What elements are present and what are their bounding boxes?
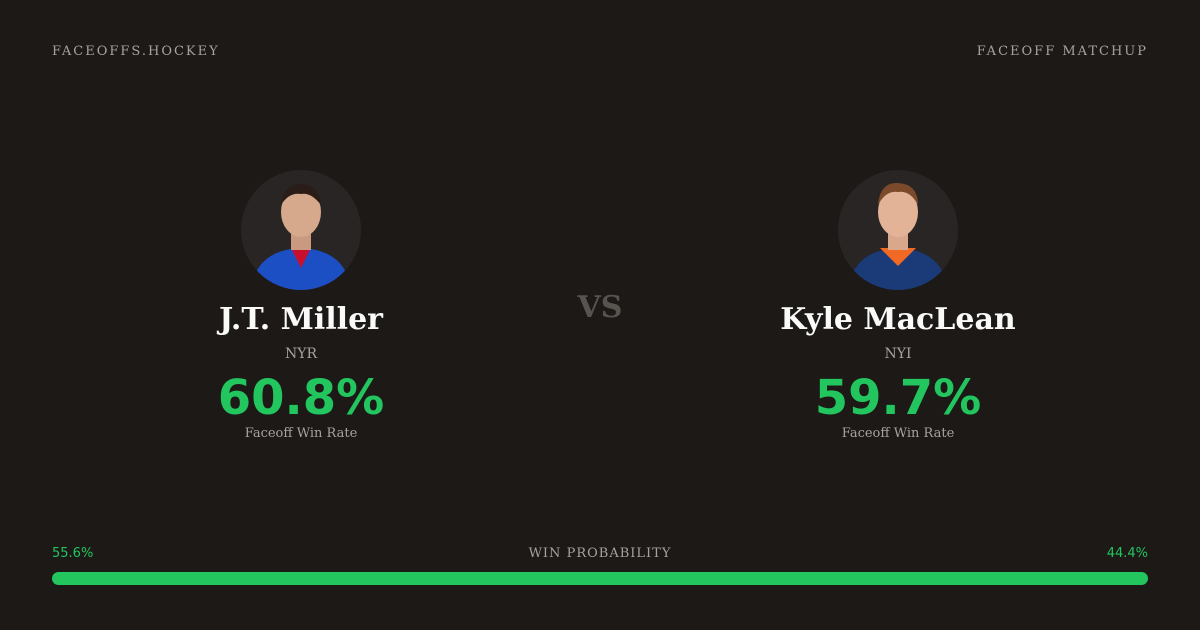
probability-bar: [52, 572, 1148, 585]
probability-label: WIN PROBABILITY: [528, 546, 672, 561]
player-photo: [241, 170, 361, 290]
left-probability: 55.6%: [52, 546, 94, 561]
player-card: Kyle MacLean NYI 59.7% Faceoff Win Rate: [698, 170, 1098, 441]
player-card: J.T. Miller NYR 60.8% Faceoff Win Rate: [101, 170, 501, 441]
player-team: NYI: [884, 346, 912, 362]
left-segment: [52, 572, 662, 585]
player-name: Kyle MacLean: [780, 302, 1016, 337]
win-rate: 59.7%: [814, 370, 982, 426]
brand: FACEOFFS.HOCKEY: [52, 44, 220, 59]
win-rate: 60.8%: [217, 370, 385, 426]
player-team: NYR: [284, 346, 318, 362]
right-segment: [661, 572, 1148, 585]
win-rate-label: Faceoff Win Rate: [841, 426, 955, 441]
right-probability: 44.4%: [1106, 546, 1148, 561]
header-label: FACEOFF MATCHUP: [976, 44, 1148, 59]
player-name: J.T. Miller: [219, 302, 383, 337]
vs: VS: [577, 290, 623, 325]
player-photo: [838, 170, 958, 290]
win-rate-label: Faceoff Win Rate: [244, 426, 358, 441]
